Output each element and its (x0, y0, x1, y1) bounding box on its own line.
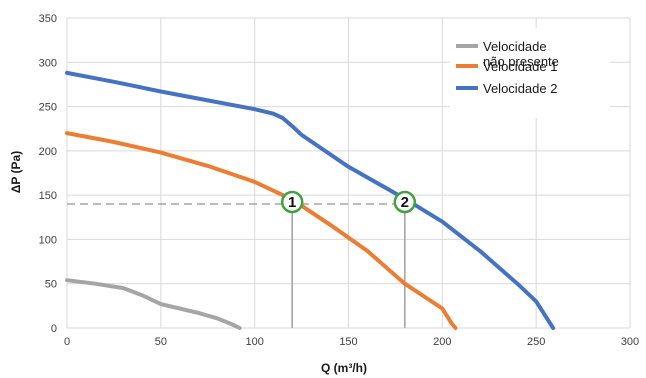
legend-label-3: Velocidade 2 (483, 81, 557, 96)
tick-labels: 0 50 100 150 200 250 300 0 50 100 150 200 250 300 350 (39, 13, 640, 348)
reference-lines (67, 203, 406, 328)
legend-background (450, 28, 610, 118)
operating-point-2-circle (393, 190, 417, 214)
x-tick-label: 100 (245, 336, 263, 348)
x-tick-label: 150 (339, 336, 357, 348)
legend-label-1: Velocidade (483, 39, 547, 54)
y-axis-label: ΔP (Pa) (9, 151, 23, 193)
series-line-2 (65, 131, 458, 330)
y-tick-label: 350 (39, 13, 57, 25)
series-line-3 (65, 278, 242, 330)
x-axis-label: Q (m³/h) (321, 361, 367, 375)
x-tick-label: 200 (433, 336, 451, 348)
y-tick-label: 200 (39, 146, 57, 158)
y-tick-label: 50 (45, 279, 57, 291)
y-tick-label: 150 (39, 190, 57, 202)
x-tick-label: 50 (155, 336, 167, 348)
y-tick-label: 300 (39, 57, 57, 69)
x-tick-label: 250 (527, 336, 545, 348)
series-group (65, 70, 556, 330)
grid (66, 17, 631, 329)
operating-point-1-label: 1 (288, 194, 296, 211)
legend-label-1-line2: não presente (483, 54, 559, 69)
x-tick-label: 0 (64, 336, 70, 348)
y-tick-label: 0 (51, 323, 57, 335)
operating-point-1-circle (280, 190, 304, 214)
y-tick-label: 250 (39, 102, 57, 114)
y-tick-label: 100 (39, 234, 57, 246)
x-tick-label: 300 (621, 336, 639, 348)
operating-point-2-label: 2 (401, 194, 409, 211)
legend-label-2: Velocidade 1 (483, 59, 557, 74)
series-line-1 (65, 70, 556, 330)
